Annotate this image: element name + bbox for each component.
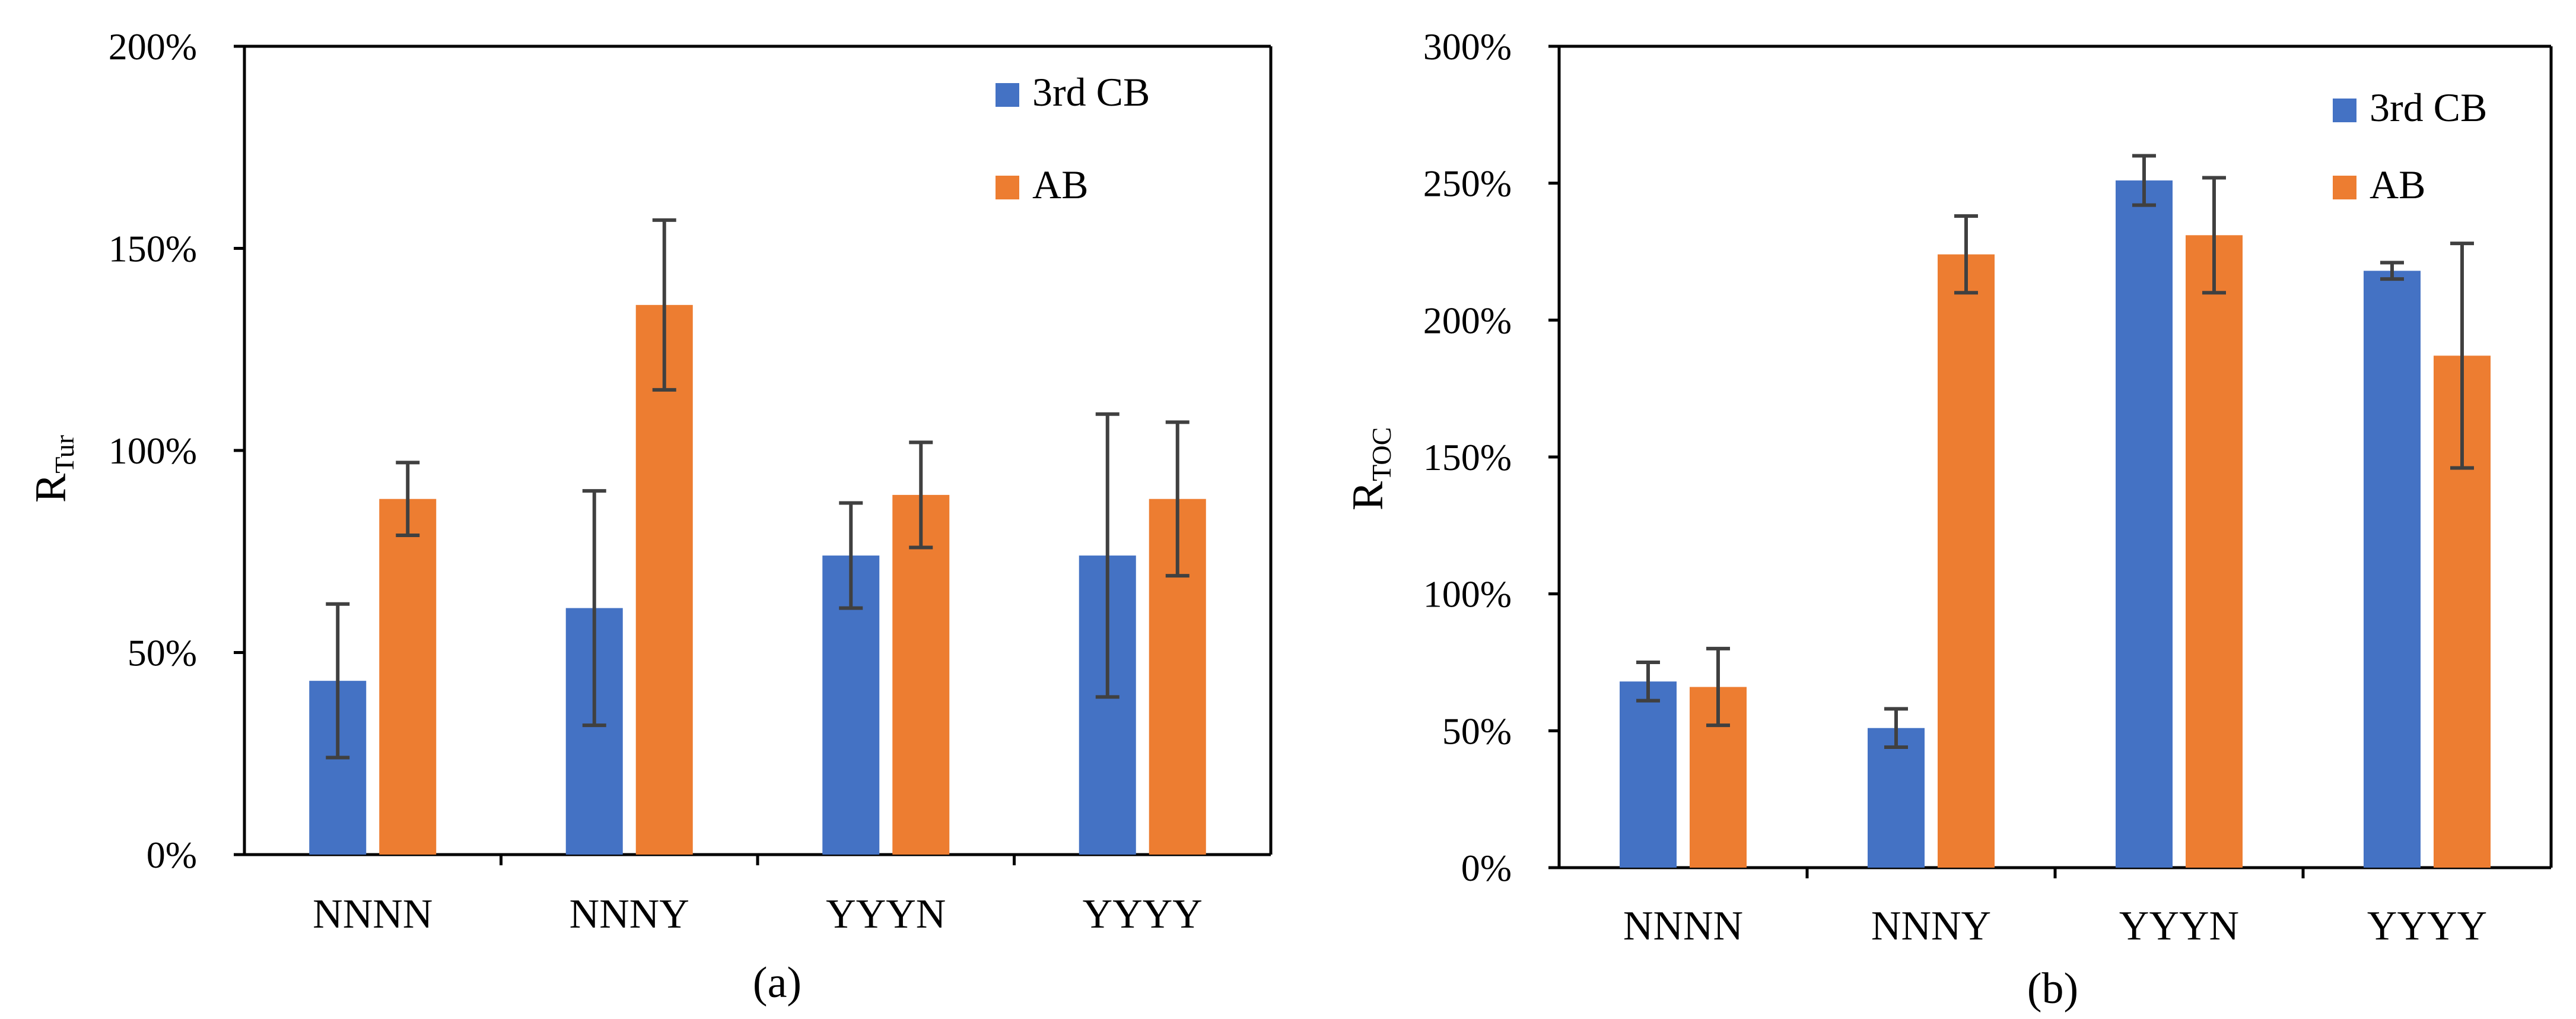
bar bbox=[635, 304, 693, 855]
legend-swatch bbox=[2333, 99, 2356, 122]
y-tick-label: 150% bbox=[1423, 436, 1512, 478]
y-tick-label: 0% bbox=[147, 834, 197, 876]
y-tick-label: 100% bbox=[1423, 573, 1512, 615]
y-tick-label: 0% bbox=[1461, 847, 1512, 889]
bar bbox=[2364, 271, 2421, 868]
x-tick-label: NNNN bbox=[1623, 903, 1743, 949]
bar bbox=[1938, 254, 1995, 868]
chart-panel-a: 0% 50% 100% 150% 200% NNNN NNNY YYYN YYYY 3rd CB A… bbox=[27, 26, 1273, 1007]
bar bbox=[2186, 235, 2243, 868]
legend-label: AB bbox=[1032, 162, 1088, 207]
y-tick-label: 100% bbox=[109, 430, 197, 472]
y-axis-label: RTOC bbox=[1344, 427, 1397, 511]
x-tick-label: YYYY bbox=[1083, 891, 1203, 937]
y-tick-label: 250% bbox=[1423, 163, 1512, 205]
y-tick-label: 50% bbox=[1442, 710, 1512, 752]
chart-panel-b: 0% 50% 100% 150% 200% 250% 300% NNNN NNNY YYYN YYY… bbox=[1344, 26, 2553, 1013]
panel-caption: (b) bbox=[2027, 964, 2078, 1013]
panel-caption: (a) bbox=[753, 958, 802, 1007]
legend-label: 3rd CB bbox=[1032, 69, 1150, 115]
x-tick-label: YYYN bbox=[2119, 903, 2239, 949]
legend-swatch bbox=[996, 83, 1019, 107]
legend-swatch bbox=[2333, 176, 2356, 199]
bar bbox=[379, 499, 437, 855]
x-tick-label: YYYN bbox=[826, 891, 946, 937]
bar bbox=[2116, 180, 2173, 868]
x-tick-label: NNNY bbox=[570, 891, 689, 937]
x-tick-label: NNNN bbox=[313, 891, 432, 937]
y-tick-label: 50% bbox=[128, 632, 197, 674]
y-tick-label: 200% bbox=[1423, 299, 1512, 341]
y-tick-label: 300% bbox=[1423, 26, 1512, 68]
y-axis-label: RTur bbox=[27, 435, 79, 503]
legend-label: 3rd CB bbox=[2370, 85, 2487, 130]
bar bbox=[1620, 681, 1677, 868]
bar bbox=[892, 494, 950, 855]
y-tick-label: 200% bbox=[109, 26, 197, 68]
legend-label: AB bbox=[2370, 162, 2425, 207]
legend-swatch bbox=[996, 176, 1019, 199]
bar bbox=[1868, 728, 1925, 868]
x-tick-label: NNNY bbox=[1871, 903, 1991, 949]
x-tick-label: YYYY bbox=[2367, 903, 2487, 949]
y-tick-label: 150% bbox=[109, 228, 197, 270]
